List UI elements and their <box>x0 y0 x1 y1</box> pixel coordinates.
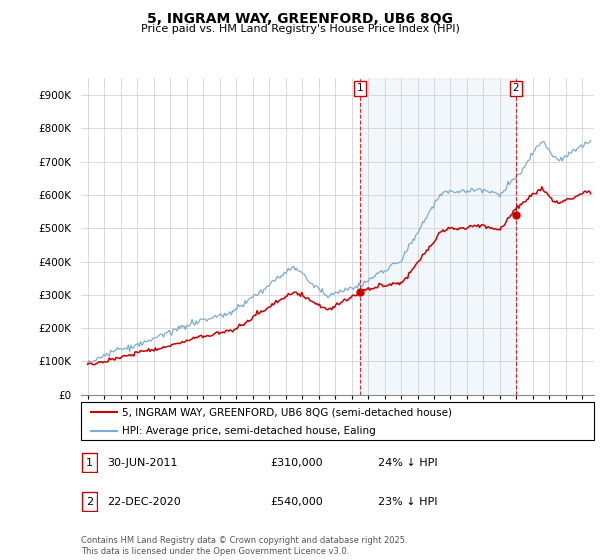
Text: 1: 1 <box>86 458 93 468</box>
Text: 2: 2 <box>86 497 93 507</box>
Text: HPI: Average price, semi-detached house, Ealing: HPI: Average price, semi-detached house,… <box>122 426 376 436</box>
Text: 22-DEC-2020: 22-DEC-2020 <box>107 497 181 507</box>
Text: 2: 2 <box>512 83 519 94</box>
FancyBboxPatch shape <box>81 402 594 440</box>
Bar <box>360 78 516 395</box>
Text: 1: 1 <box>356 83 363 94</box>
Text: 23% ↓ HPI: 23% ↓ HPI <box>378 497 437 507</box>
Text: Price paid vs. HM Land Registry's House Price Index (HPI): Price paid vs. HM Land Registry's House … <box>140 24 460 34</box>
Text: 5, INGRAM WAY, GREENFORD, UB6 8QG: 5, INGRAM WAY, GREENFORD, UB6 8QG <box>147 12 453 26</box>
Text: £310,000: £310,000 <box>270 458 323 468</box>
Text: £540,000: £540,000 <box>270 497 323 507</box>
Text: 30-JUN-2011: 30-JUN-2011 <box>107 458 178 468</box>
Text: 24% ↓ HPI: 24% ↓ HPI <box>378 458 437 468</box>
Text: 5, INGRAM WAY, GREENFORD, UB6 8QG (semi-detached house): 5, INGRAM WAY, GREENFORD, UB6 8QG (semi-… <box>122 407 452 417</box>
Text: Contains HM Land Registry data © Crown copyright and database right 2025.
This d: Contains HM Land Registry data © Crown c… <box>81 536 407 556</box>
